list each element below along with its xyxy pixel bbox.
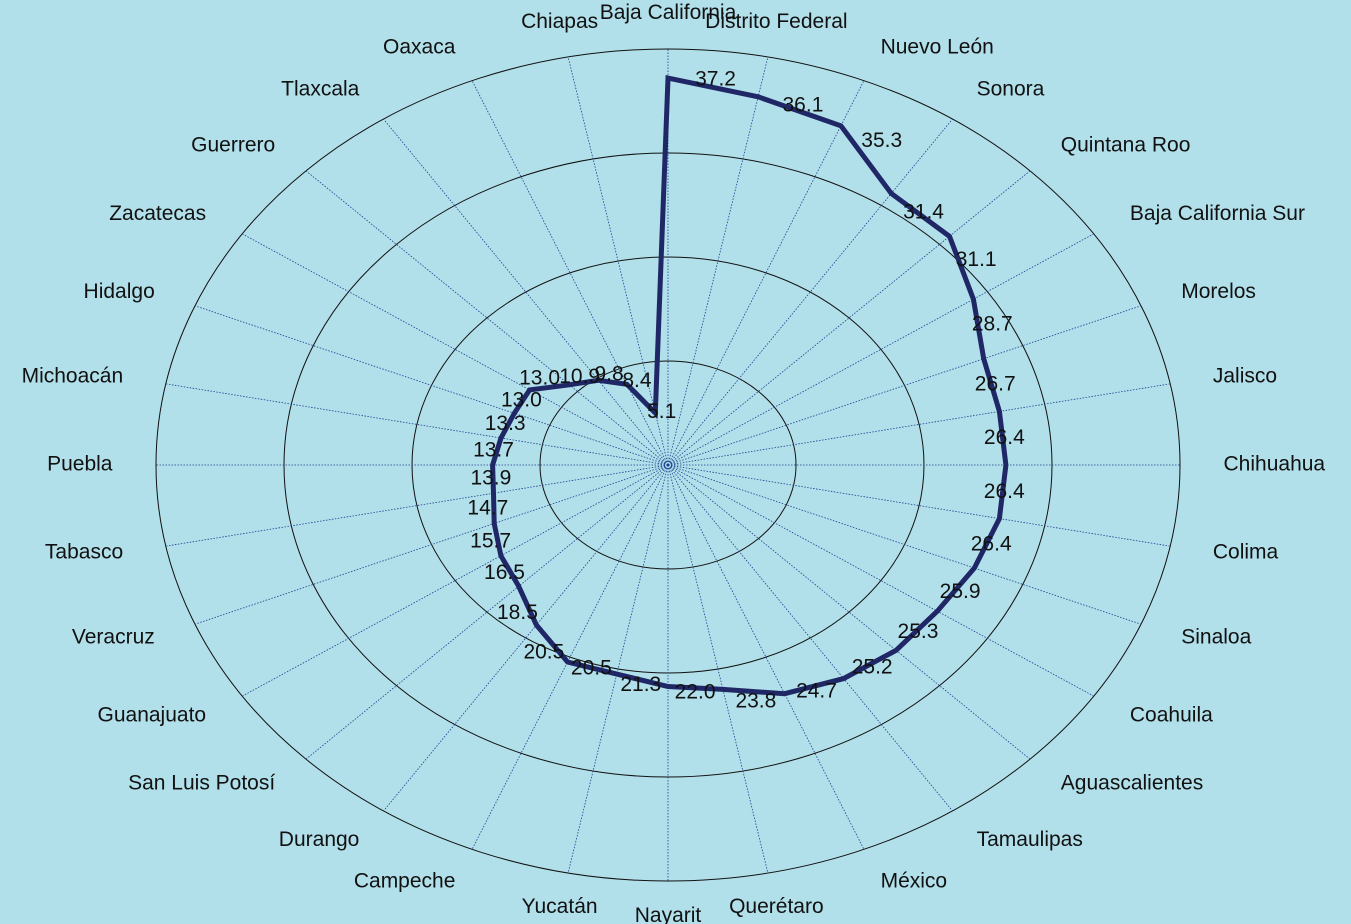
value-label: 22.0 bbox=[675, 680, 716, 703]
category-label: Sonora bbox=[977, 77, 1045, 100]
category-label: Baja California Sur bbox=[1130, 202, 1305, 225]
value-label: 23.8 bbox=[735, 690, 776, 713]
category-label: Puebla bbox=[47, 453, 113, 476]
category-label: Morelos bbox=[1181, 280, 1256, 303]
category-label: Tlaxcala bbox=[281, 77, 360, 100]
value-label: 31.1 bbox=[956, 248, 997, 271]
value-label: 37.2 bbox=[695, 68, 736, 91]
value-label: 26.4 bbox=[984, 480, 1025, 503]
spoke bbox=[667, 464, 769, 874]
spoke bbox=[383, 464, 669, 812]
value-label: 25.3 bbox=[898, 620, 939, 643]
category-label: Jalisco bbox=[1213, 364, 1277, 387]
value-label: 16.5 bbox=[484, 561, 525, 584]
category-label: Guanajuato bbox=[98, 703, 207, 726]
spoke bbox=[194, 305, 669, 466]
category-label: Coahuila bbox=[1130, 703, 1213, 726]
category-label: Campeche bbox=[354, 870, 456, 893]
value-label: 20.5 bbox=[571, 656, 612, 679]
value-label: 13.9 bbox=[470, 466, 511, 489]
category-label: Quintana Roo bbox=[1061, 133, 1191, 156]
spoke bbox=[165, 464, 669, 547]
value-label: 20.5 bbox=[523, 640, 564, 663]
value-label: 25.2 bbox=[852, 655, 893, 678]
value-label: 31.4 bbox=[903, 200, 944, 223]
category-label: Tamaulipas bbox=[977, 828, 1083, 851]
value-label: 28.7 bbox=[972, 312, 1013, 335]
spoke bbox=[667, 118, 953, 466]
value-label: 25.9 bbox=[940, 580, 981, 603]
category-label: Tabasco bbox=[45, 541, 123, 564]
value-label: 9.8 bbox=[594, 363, 623, 386]
value-label: 14.7 bbox=[467, 497, 508, 520]
category-label: Veracruz bbox=[72, 625, 155, 648]
spoke bbox=[667, 383, 1171, 466]
value-label: 36.1 bbox=[783, 93, 824, 116]
value-label: 5.1 bbox=[647, 400, 676, 423]
category-label: Chiapas bbox=[521, 10, 598, 33]
data-line bbox=[490, 75, 1009, 697]
category-label: Aguascalientes bbox=[1061, 772, 1203, 795]
value-label: 10.9 bbox=[559, 365, 600, 388]
spoke bbox=[667, 464, 1171, 547]
value-label: 13.7 bbox=[473, 438, 514, 461]
category-label: Zacatecas bbox=[109, 202, 206, 225]
grid-ring bbox=[155, 48, 1181, 882]
value-label: 26.4 bbox=[971, 533, 1012, 556]
category-label: Nuevo León bbox=[881, 36, 994, 59]
spoke bbox=[383, 118, 669, 466]
value-label: 13.3 bbox=[485, 412, 526, 435]
category-label: Baja California bbox=[600, 1, 737, 24]
value-label: 26.4 bbox=[984, 426, 1025, 449]
value-label: 8.4 bbox=[622, 369, 652, 392]
category-label: Hidalgo bbox=[84, 280, 155, 303]
value-label: 13.0 bbox=[501, 389, 542, 412]
category-label: Yucatán bbox=[522, 895, 598, 918]
value-label: 18.5 bbox=[497, 601, 538, 624]
spoke bbox=[567, 464, 669, 874]
value-label: 21.3 bbox=[620, 673, 661, 696]
spoke bbox=[194, 464, 669, 625]
category-label: Colima bbox=[1213, 541, 1279, 564]
value-label: 24.7 bbox=[796, 679, 837, 702]
spoke bbox=[667, 464, 1142, 625]
grid-ring bbox=[539, 360, 797, 570]
category-label: México bbox=[881, 870, 948, 893]
category-label: Nayarit bbox=[635, 904, 702, 924]
category-label: Durango bbox=[279, 828, 360, 851]
category-label: Chihuahua bbox=[1224, 453, 1326, 476]
category-label: Querétaro bbox=[729, 895, 824, 918]
spoke bbox=[165, 383, 669, 466]
category-label: San Luis Potosí bbox=[128, 772, 275, 795]
spoke bbox=[667, 56, 769, 466]
category-label: Distrito Federal bbox=[705, 10, 847, 33]
spoke bbox=[667, 464, 953, 812]
category-label: Guerrero bbox=[191, 133, 275, 156]
spoke bbox=[667, 305, 1142, 466]
value-label: 26.7 bbox=[975, 372, 1016, 395]
category-label: Oaxaca bbox=[383, 36, 456, 59]
value-label: 15.7 bbox=[470, 529, 511, 552]
category-label: Michoacán bbox=[22, 364, 124, 387]
category-label: Sinaloa bbox=[1181, 625, 1251, 648]
spoke bbox=[567, 56, 669, 466]
value-label: 13.0 bbox=[519, 367, 560, 390]
value-label: 35.3 bbox=[861, 129, 902, 152]
